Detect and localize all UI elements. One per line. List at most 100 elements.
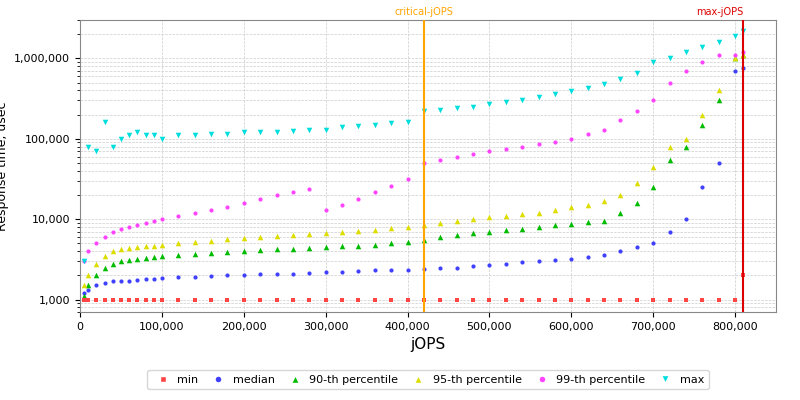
- Point: [450, 218, 463, 224]
- Point: [499, 227, 512, 233]
- Point: [90, 272, 102, 278]
- Point: [336, 296, 349, 303]
- Point: [663, 55, 676, 62]
- Point: [532, 210, 545, 216]
- Point: [147, 296, 160, 303]
- Point: [483, 262, 496, 268]
- Point: [630, 70, 643, 76]
- Point: [582, 85, 594, 91]
- Point: [98, 253, 111, 259]
- Point: [352, 242, 365, 249]
- Point: [155, 296, 168, 303]
- Text: max-jOPS: max-jOPS: [696, 7, 743, 17]
- Point: [679, 136, 692, 142]
- Point: [78, 296, 90, 303]
- Point: [499, 99, 512, 105]
- Point: [188, 239, 201, 245]
- Point: [155, 253, 168, 259]
- Point: [401, 239, 414, 245]
- Point: [155, 136, 168, 142]
- Point: [368, 242, 381, 248]
- Point: [82, 248, 94, 254]
- Point: [679, 68, 692, 74]
- Point: [270, 246, 283, 253]
- Point: [254, 271, 266, 278]
- Point: [483, 148, 496, 154]
- Point: [450, 232, 463, 238]
- Point: [418, 296, 430, 303]
- Point: [90, 260, 102, 267]
- Point: [82, 272, 94, 278]
- Point: [598, 198, 610, 204]
- Point: [516, 143, 529, 150]
- Point: [663, 228, 676, 235]
- Point: [131, 244, 144, 250]
- Point: [319, 296, 332, 303]
- Point: [147, 218, 160, 224]
- Point: [336, 243, 349, 250]
- Point: [598, 296, 610, 303]
- Point: [155, 275, 168, 281]
- Point: [221, 272, 234, 278]
- Point: [303, 126, 316, 133]
- Point: [172, 240, 185, 246]
- Point: [532, 141, 545, 148]
- Point: [82, 143, 94, 150]
- Point: [205, 207, 218, 213]
- Point: [614, 76, 627, 82]
- Point: [98, 296, 111, 303]
- Point: [549, 222, 562, 228]
- Point: [254, 247, 266, 254]
- Point: [466, 230, 479, 236]
- Point: [401, 224, 414, 230]
- Point: [114, 246, 127, 253]
- Point: [499, 260, 512, 267]
- Point: [368, 296, 381, 303]
- Point: [646, 59, 659, 65]
- Point: [221, 249, 234, 255]
- Point: [352, 228, 365, 234]
- Point: [630, 244, 643, 250]
- Point: [188, 251, 201, 257]
- Point: [516, 296, 529, 303]
- Point: [270, 270, 283, 277]
- Point: [114, 258, 127, 264]
- Point: [106, 248, 119, 254]
- Point: [434, 106, 446, 113]
- Point: [78, 290, 90, 296]
- Point: [254, 234, 266, 240]
- Point: [450, 105, 463, 111]
- Point: [598, 252, 610, 258]
- Point: [106, 143, 119, 150]
- Point: [286, 232, 299, 238]
- Point: [466, 263, 479, 269]
- Point: [303, 296, 316, 303]
- Point: [238, 248, 250, 254]
- Point: [565, 136, 578, 142]
- Point: [139, 243, 152, 250]
- Point: [78, 258, 90, 264]
- Point: [286, 128, 299, 134]
- Point: [630, 180, 643, 186]
- Point: [737, 28, 750, 34]
- X-axis label: jOPS: jOPS: [410, 337, 446, 352]
- Point: [385, 182, 398, 189]
- Point: [466, 216, 479, 222]
- Point: [188, 132, 201, 139]
- Point: [516, 226, 529, 232]
- Point: [565, 220, 578, 227]
- Point: [401, 119, 414, 126]
- Point: [139, 255, 152, 261]
- Point: [679, 216, 692, 222]
- Point: [712, 52, 725, 58]
- Point: [238, 296, 250, 303]
- Point: [663, 156, 676, 163]
- Point: [336, 228, 349, 235]
- Point: [254, 196, 266, 202]
- Point: [663, 79, 676, 86]
- Point: [712, 97, 725, 104]
- Point: [630, 296, 643, 303]
- Point: [679, 143, 692, 150]
- Point: [205, 296, 218, 303]
- Point: [205, 273, 218, 280]
